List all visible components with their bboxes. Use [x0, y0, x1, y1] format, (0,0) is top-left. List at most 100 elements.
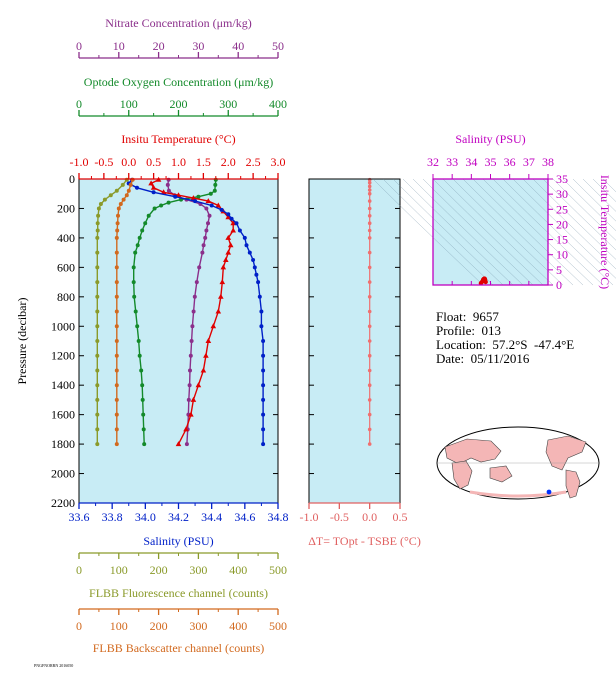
fluorescence-point	[95, 324, 100, 329]
nitrate-point	[187, 383, 192, 388]
date-label: Date:	[436, 351, 465, 366]
oxygen-point	[133, 309, 138, 314]
temperature-point	[188, 411, 194, 417]
ts-salinity-axis-title: Salinity (PSU)	[455, 132, 525, 146]
temperature-point	[220, 264, 227, 270]
ts-salinity-tick-label: 36	[504, 155, 516, 169]
ts-density-contour	[522, 178, 616, 270]
salinity-point	[259, 309, 264, 314]
nitrate-axis-title: Nitrate Concentration (μm/kg)	[105, 16, 251, 30]
salinity-point	[234, 221, 239, 226]
nitrate-point	[186, 397, 191, 402]
fluorescence-point	[95, 309, 100, 314]
backscatter-point	[114, 324, 119, 329]
fluorescence-tick-label: 0	[76, 563, 82, 577]
backscatter-point	[114, 339, 119, 343]
backscatter-point	[114, 280, 119, 285]
ts-density-contour	[482, 178, 594, 286]
temperature-point	[195, 382, 202, 388]
ts-point	[483, 279, 488, 285]
salinity-point	[219, 207, 224, 212]
delta-t-point	[367, 295, 372, 299]
delta-t-point	[367, 442, 372, 446]
world-map-land-eurasia	[444, 438, 502, 465]
oxygen-point	[139, 368, 144, 373]
float-info-block: Float: 9657 Profile: 013 Location: 57.2°…	[436, 310, 574, 366]
salinity-tick-label: 34.2	[168, 510, 189, 524]
fluorescence-point	[95, 442, 100, 447]
delta-t-point	[367, 427, 372, 432]
oxygen-point	[146, 213, 151, 218]
nitrate-point	[192, 294, 197, 299]
salinity-point	[261, 442, 266, 447]
fluorescence-tick-label: 400	[229, 563, 247, 577]
fluorescence-point	[95, 280, 100, 285]
fluorescence-point	[98, 202, 103, 206]
temperature-point	[203, 352, 209, 358]
fluorescence-point	[95, 221, 100, 226]
temperature-point	[205, 198, 212, 204]
pressure-tick-label: 1000	[51, 319, 75, 333]
delta-t-axis-title: ΔT= TOpt - TSBE (°C)	[308, 534, 421, 548]
ts-density-contour	[382, 178, 494, 286]
backscatter-tick-label: 300	[189, 619, 207, 633]
oxygen-tick-label: 0	[76, 97, 82, 111]
ts-density-contour	[572, 178, 616, 222]
fluorescence-point	[95, 339, 100, 343]
pressure-tick-label: 2200	[51, 496, 75, 510]
nitrate-point	[188, 353, 193, 358]
nitrate-point	[166, 188, 171, 193]
nitrate-point	[191, 309, 196, 314]
nitrate-tick-label: 0	[76, 39, 82, 53]
delta-t-point	[367, 221, 372, 225]
oxygen-point	[140, 397, 145, 402]
nitrate-point	[200, 250, 205, 255]
backscatter-point	[114, 368, 119, 373]
backscatter-point	[114, 250, 119, 255]
fluorescence-tick-label: 200	[150, 563, 168, 577]
backscatter-point	[114, 265, 119, 270]
fluorescence-tick-label: 100	[110, 563, 128, 577]
location-label: Location:	[436, 337, 486, 352]
delta-t-point	[367, 339, 372, 343]
temperature-tick-label: -1.0	[70, 155, 89, 169]
temperature-tick-label: 0.5	[146, 155, 161, 169]
world-map-land-antarctica	[469, 490, 567, 498]
pressure-axis-label: Pressure (decibar)	[15, 298, 29, 385]
salinity-point	[256, 280, 261, 285]
delta-t-point	[367, 184, 372, 189]
backscatter-point	[114, 442, 119, 447]
salinity-point	[261, 383, 266, 388]
temperature-point	[160, 189, 167, 195]
pressure-tick-label: 2000	[51, 467, 75, 481]
salinity-tick-label: 34.0	[135, 510, 156, 524]
ts-density-contour	[462, 178, 574, 286]
nitrate-point	[184, 442, 189, 447]
ts-salinity-tick-label: 32	[427, 155, 439, 169]
delta-t-point	[367, 383, 372, 388]
fluorescence-point	[114, 188, 119, 193]
temperature-point	[148, 180, 154, 186]
delta-t-point	[367, 368, 372, 373]
fluorescence-axis-title: FLBB Fluorescence channel (counts)	[89, 586, 268, 600]
world-map-land-africa	[451, 460, 473, 490]
delta-t-point	[367, 199, 372, 203]
salinity-point	[261, 339, 266, 343]
temperature-tick-label: 0.0	[121, 155, 136, 169]
nitrate-point	[204, 206, 209, 211]
salinity-profile-line	[127, 179, 264, 445]
backscatter-point	[124, 193, 129, 198]
oxygen-point	[159, 203, 164, 208]
oxygen-tick-label: 200	[170, 97, 188, 111]
backscatter-point	[114, 309, 119, 314]
profile-line: Profile: 013	[436, 324, 574, 338]
oxygen-point	[212, 188, 217, 193]
salinity-point	[261, 412, 266, 417]
ts-density-contour	[452, 178, 564, 286]
temperature-tick-label: 1.5	[196, 155, 211, 169]
oxygen-point	[135, 324, 140, 329]
delta-t-tick-label: -1.0	[300, 510, 319, 524]
fluorescence-point	[95, 397, 100, 402]
nitrate-point	[188, 368, 192, 373]
temperature-point	[230, 220, 236, 226]
